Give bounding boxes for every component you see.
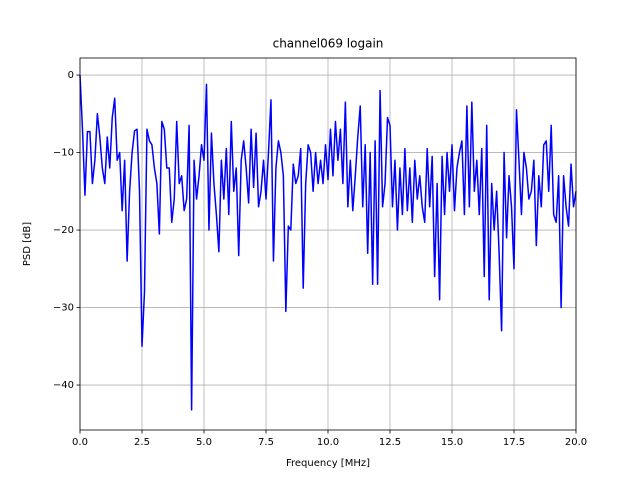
y-tick-label: 0 — [68, 70, 74, 81]
ticks: 0.0 2.5 5.0 7.5 10.0 12.5 15.0 17.5 20.0 −40 −30 −2… — [53, 70, 587, 448]
y-tick-label: −10 — [53, 148, 74, 159]
x-tick-label: 5.0 — [196, 437, 212, 448]
x-tick-label: 20.0 — [565, 437, 587, 448]
x-tick-label: 0.0 — [72, 437, 88, 448]
y-axis-label: PSD [dB] — [22, 222, 33, 266]
x-tick-label: 17.5 — [503, 437, 525, 448]
x-tick-label: 2.5 — [134, 437, 150, 448]
y-tick-label: −20 — [53, 225, 74, 236]
x-tick-label: 10.0 — [317, 437, 339, 448]
x-axis-label: Frequency [MHz] — [286, 458, 370, 469]
plot — [79, 75, 577, 411]
chart-title: channel069 logain — [273, 37, 384, 51]
x-tick-label: 12.5 — [379, 437, 401, 448]
line-series — [79, 75, 577, 411]
y-tick-label: −40 — [53, 380, 74, 391]
y-tick-label: −30 — [53, 303, 74, 314]
grid — [79, 58, 577, 430]
x-tick-label: 15.0 — [441, 437, 463, 448]
x-tick-label: 7.5 — [258, 437, 274, 448]
